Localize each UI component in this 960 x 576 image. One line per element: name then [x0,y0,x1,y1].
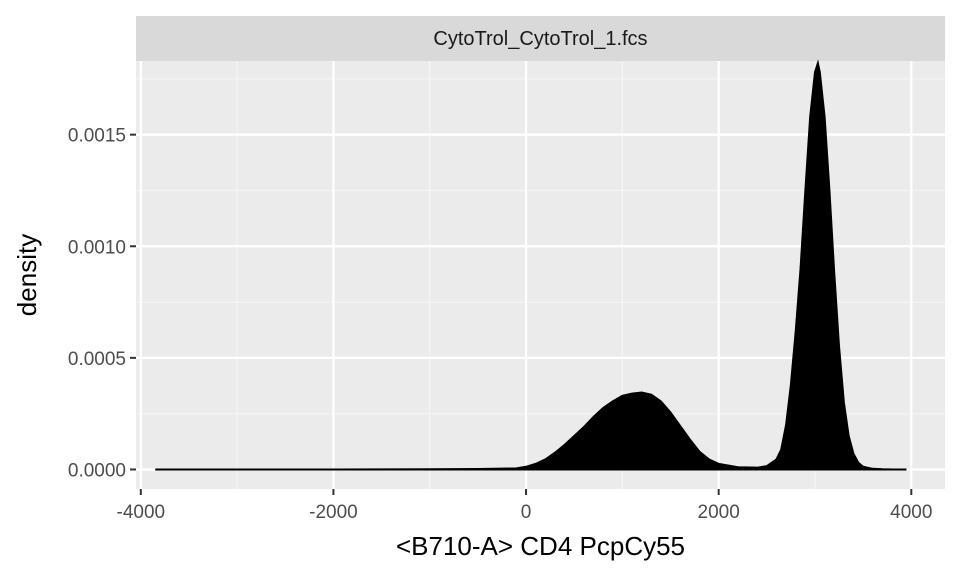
y-tick-label: 0.0000 [68,460,126,481]
y-tick-label: 0.0005 [68,349,126,370]
y-tick-label: 0.0015 [68,126,126,147]
x-axis: -4000 -2000 0 2000 4000 [117,489,932,523]
y-axis-title: density [12,234,42,316]
x-tick-label: 0 [521,502,532,523]
density-area [155,59,907,471]
facet-title: CytoTrol_CytoTrol_1.fcs [433,28,647,50]
x-tick-label: -2000 [309,502,358,523]
x-tick-label: 4000 [890,502,932,523]
x-axis-title: <B710-A> CD4 PcpCy55 [396,531,685,561]
y-tick-label: 0.0010 [68,237,126,258]
y-axis: 0.0000 0.0005 0.0010 0.0015 [68,126,136,481]
x-tick-label: -4000 [117,502,166,523]
x-tick-label: 2000 [698,502,740,523]
facet-strip [136,16,945,61]
